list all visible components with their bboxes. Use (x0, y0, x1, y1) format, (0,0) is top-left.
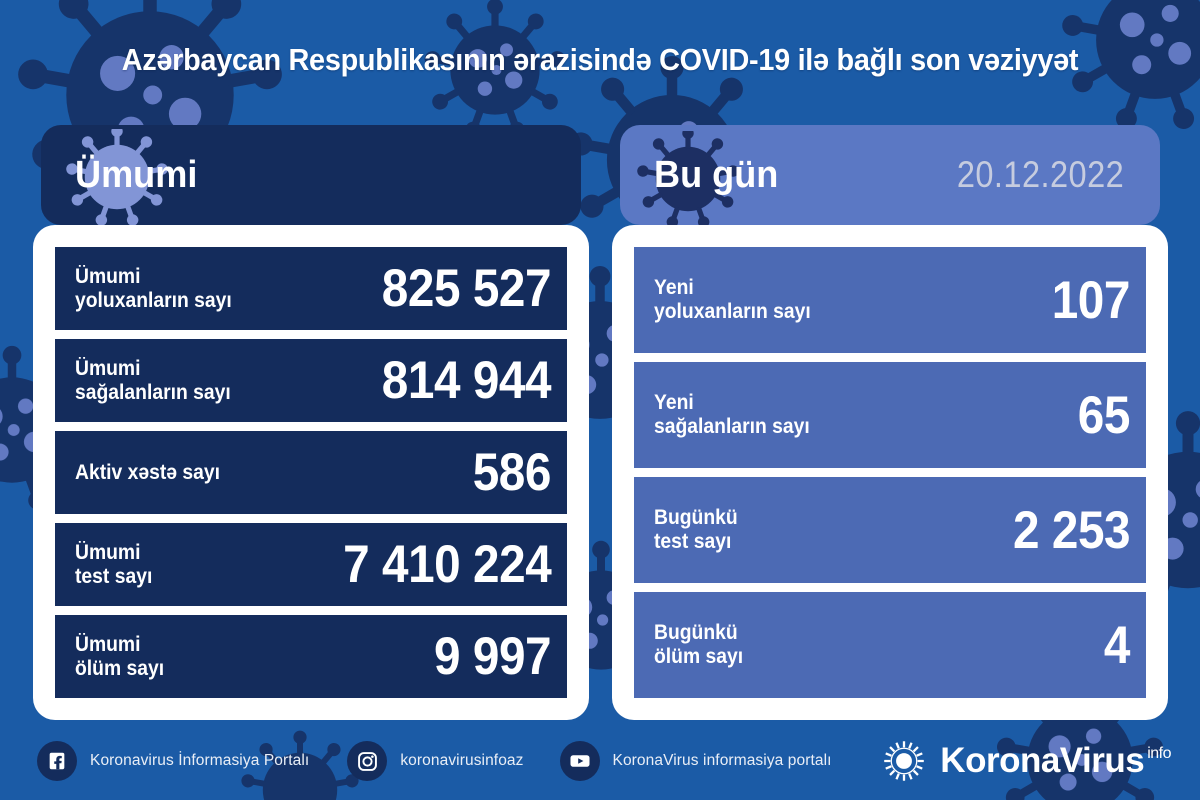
page-title: Azərbaycan Respublikasının ərazisində CO… (121, 42, 1079, 77)
social-link-youtube[interactable]: KoronaVirus informasiya portalı (559, 741, 832, 781)
report-date: 20.12.2022 (956, 154, 1124, 195)
social-link-facebook[interactable]: Koronavirus İnformasiya Portalı (37, 741, 309, 781)
row-value: 586 (472, 443, 552, 502)
table-row: Bugünkü ölüm sayı 4 (634, 592, 1146, 698)
virus-icon (637, 131, 739, 225)
row-label: Yeni yoluxanların sayı (654, 276, 811, 323)
total-stats-header: Ümumi (41, 125, 581, 225)
total-stats-title: Ümumi (75, 153, 198, 196)
virus-icon (66, 129, 168, 225)
row-label: Ümumi ölüm sayı (75, 632, 165, 680)
table-row: Bugünkü test sayı 2 253 (634, 477, 1146, 583)
facebook-icon[interactable] (37, 741, 77, 781)
social-label: KoronaVirus informasiya portalı (612, 752, 832, 769)
footer-bar: Koronavirus İnformasiya Portalı koronavi… (0, 722, 1200, 800)
row-label: Aktiv xəstə sayı (75, 460, 221, 484)
facebook-glyph (49, 752, 65, 770)
row-value: 7 410 224 (342, 535, 552, 594)
row-label: Bugünkü test sayı (654, 506, 738, 553)
row-label: Ümumi test sayı (75, 540, 153, 588)
row-value: 65 (1077, 385, 1131, 445)
row-value: 107 (1051, 270, 1131, 330)
social-label: koronavirusinfoaz (400, 752, 524, 769)
today-stats-panel: Bu gün 20.12.2022 Yeni yoluxanların sayı… (612, 125, 1168, 720)
today-stats-header: Bu gün 20.12.2022 (620, 125, 1160, 225)
table-row: Aktiv xəstə sayı 586 (55, 431, 567, 514)
table-row: Ümumi test sayı 7 410 224 (55, 523, 567, 606)
table-row: Ümumi sağalanların sayı 814 944 (55, 339, 567, 422)
brand-name-wrapper: KoronaVirus info (940, 741, 1171, 781)
row-label: Yeni sağalanların sayı (654, 391, 810, 438)
corona-sun-icon (884, 741, 925, 781)
row-value: 2 253 (1012, 500, 1131, 560)
table-row: Yeni yoluxanların sayı 107 (634, 247, 1146, 353)
table-row: Ümumi yoluxanların sayı 825 527 (55, 247, 567, 330)
today-stats-title: Bu gün (654, 153, 779, 196)
table-row: Ümumi ölüm sayı 9 997 (55, 615, 567, 698)
row-value: 4 (1103, 615, 1131, 675)
row-label: Bugünkü ölüm sayı (654, 621, 744, 668)
total-stats-panel: Ümumi Ümumi yoluxanların sayı 825 527 Üm… (33, 125, 589, 720)
row-label: Ümumi yoluxanların sayı (75, 264, 232, 312)
today-stats-rows: Yeni yoluxanların sayı 107 Yeni sağalanl… (634, 247, 1146, 698)
social-link-instagram[interactable]: koronavirusinfoaz (347, 741, 523, 781)
row-value: 825 527 (381, 259, 552, 318)
brand-suffix: info (1147, 745, 1171, 762)
brand-logo[interactable]: KoronaVirus info (882, 739, 1171, 783)
instagram-glyph (357, 751, 377, 771)
row-value: 814 944 (381, 351, 552, 410)
total-stats-rows: Ümumi yoluxanların sayı 825 527 Ümumi sa… (55, 247, 567, 698)
youtube-glyph (570, 755, 590, 767)
row-value: 9 997 (433, 627, 552, 686)
social-label: Koronavirus İnformasiya Portalı (90, 752, 310, 769)
table-row: Yeni sağalanların sayı 65 (634, 362, 1146, 468)
row-label: Ümumi sağalanların sayı (75, 356, 231, 404)
brand-name: KoronaVirus (940, 741, 1145, 780)
youtube-icon[interactable] (559, 741, 600, 781)
instagram-icon[interactable] (347, 741, 388, 781)
